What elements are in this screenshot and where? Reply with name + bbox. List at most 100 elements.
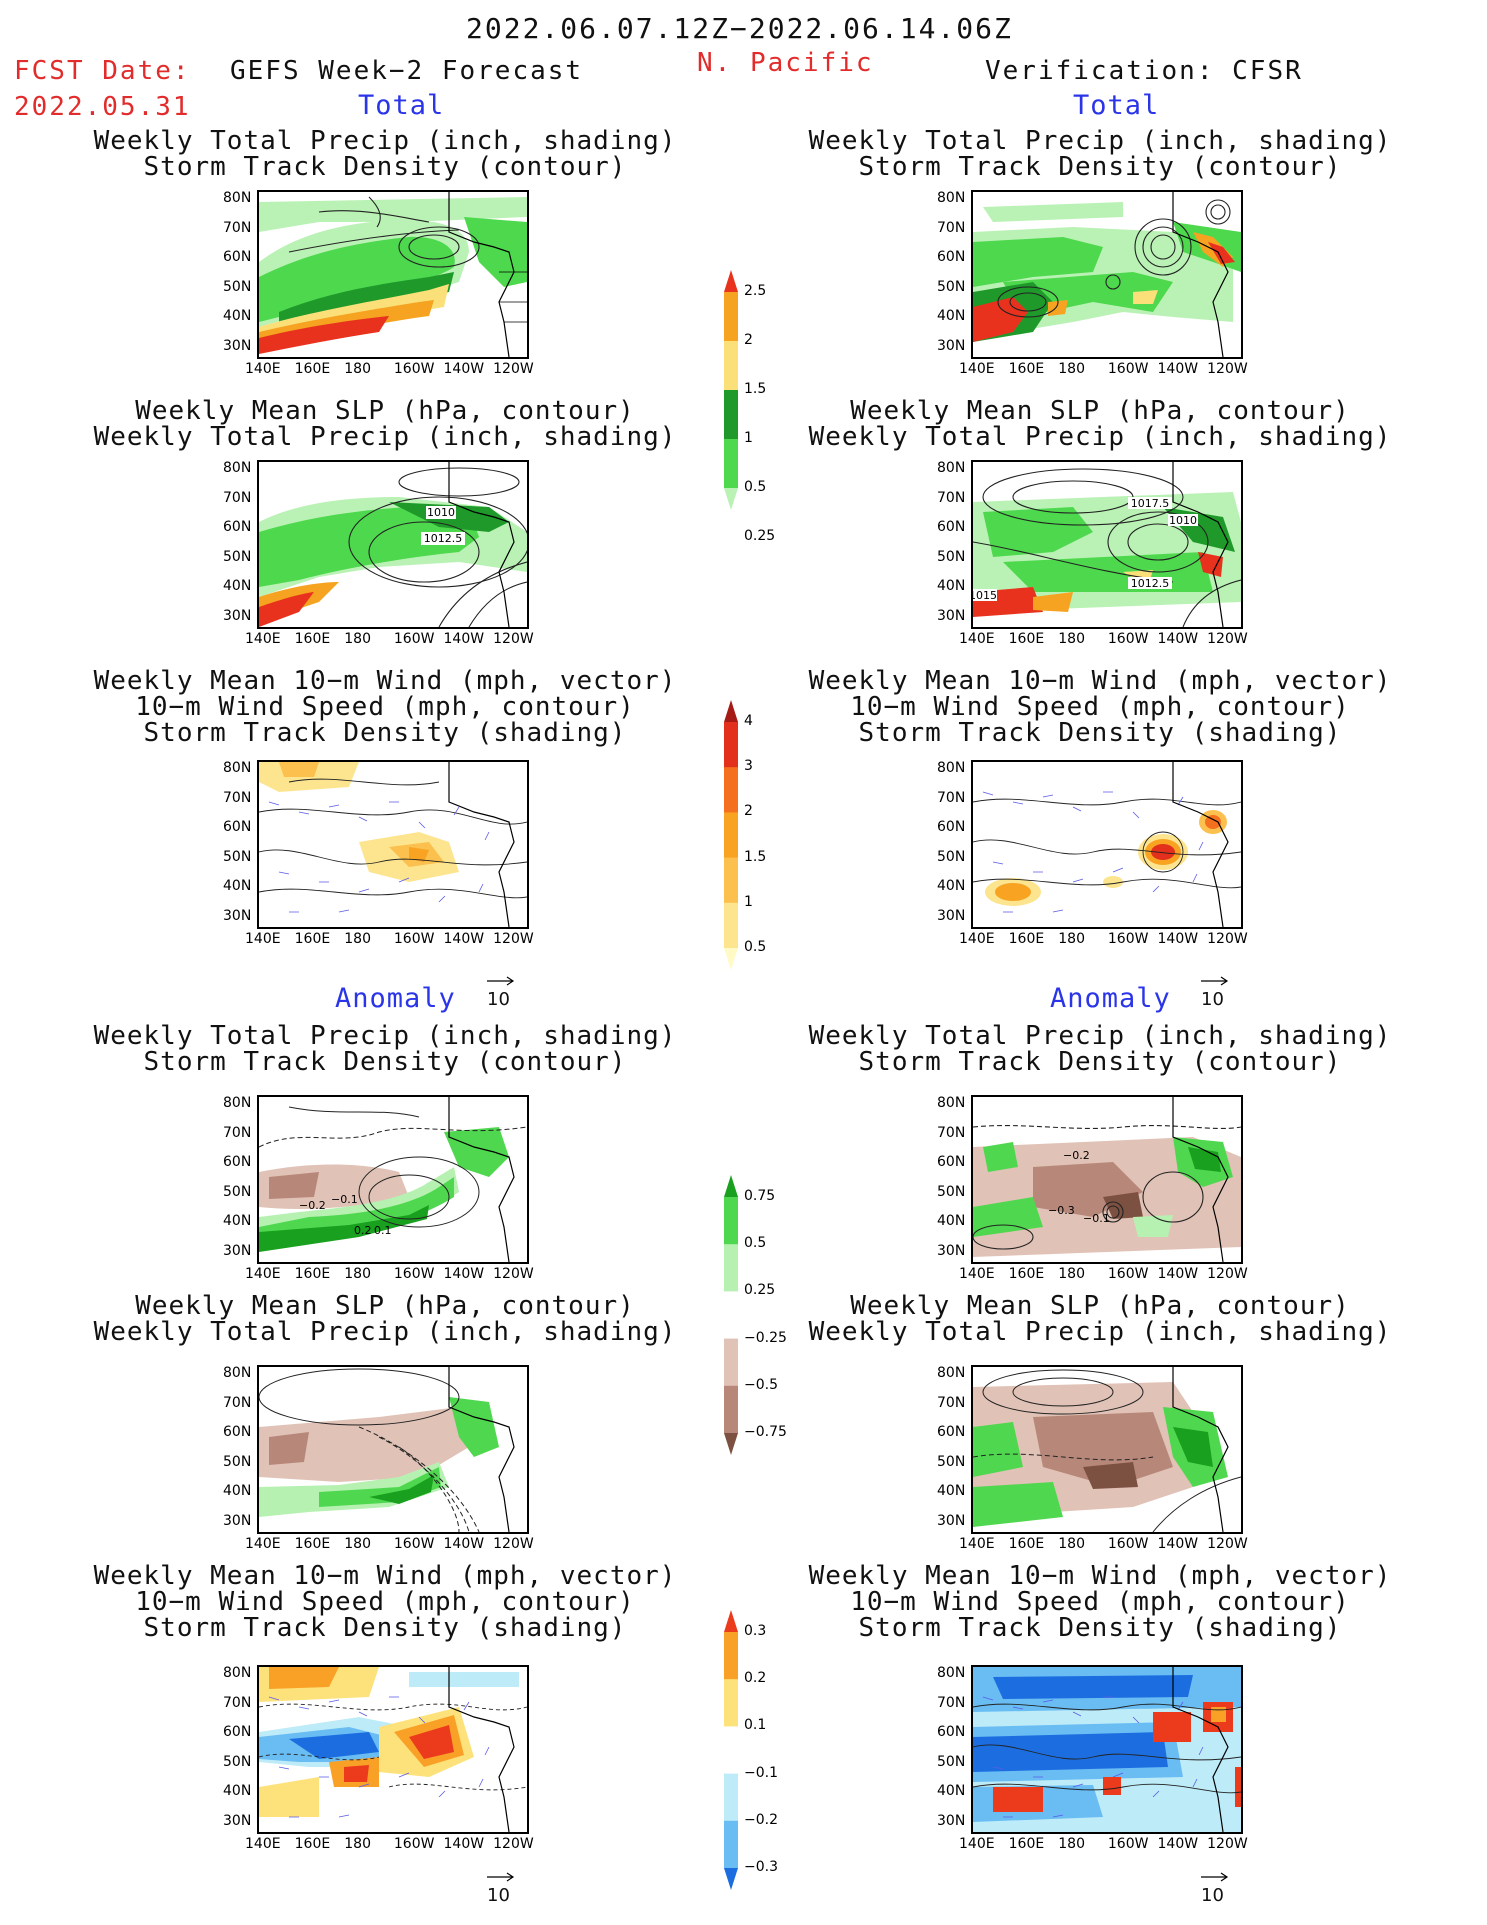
- lat-tick-label: 80N: [937, 190, 966, 206]
- lon-tick-label: 140E: [245, 931, 281, 947]
- colorbar-swatch: [724, 1244, 738, 1292]
- lon-tick-label: 140E: [245, 1836, 281, 1852]
- lon-tick-label: 140W: [443, 931, 485, 947]
- lon-tick-label: 140W: [1157, 1536, 1199, 1552]
- section-total-left: Total: [358, 90, 445, 121]
- region-label: N. Pacific: [697, 48, 874, 78]
- lon-tick-label: 160E: [294, 1836, 331, 1852]
- fcst-date-value: 2022.05.31: [14, 92, 191, 122]
- lat-tick-label: 50N: [937, 1183, 966, 1200]
- colorbar-tick-label: −0.2: [744, 1811, 778, 1828]
- panel-title-l2: Weekly Mean SLP (hPa, contour) Weekly To…: [93, 396, 677, 452]
- map-obs-anom-slp-precip: [971, 1365, 1243, 1534]
- colorbar-swatch: [724, 767, 738, 813]
- colorbar-tick-label: 0.25: [744, 1282, 776, 1299]
- lon-tick-label: 120W: [1207, 361, 1248, 377]
- period-title: 2022.06.07.12Z−2022.06.14.06Z: [466, 12, 1013, 45]
- lat-tick-label: 70N: [223, 489, 252, 506]
- lon-tick-label: 160E: [1008, 1836, 1045, 1852]
- lon-tick-label: 160W: [393, 631, 435, 647]
- lat-tick-label: 70N: [223, 219, 252, 236]
- lat-tick-label: 40N: [937, 1213, 966, 1229]
- lat-tick-label: 40N: [937, 1483, 966, 1499]
- map-fcst-anom-slp-precip: [257, 1365, 529, 1534]
- lon-tick-label: 180: [1058, 931, 1085, 947]
- colorbar-storm-anom: 0.3 0.2 0.1 −0.1 −0.2 −0.3: [722, 1610, 778, 1896]
- colorbar-tick-label: 0.25: [744, 528, 776, 544]
- panel-title-l6: Weekly Mean 10−m Wind (mph, vector) 10−m…: [93, 1561, 677, 1643]
- panel-title-r2: Weekly Mean SLP (hPa, contour) Weekly To…: [808, 396, 1392, 452]
- colorbar-swatches: [724, 700, 738, 970]
- colorbar-swatch: [724, 857, 738, 904]
- lon-tick-label: 160E: [294, 1266, 331, 1282]
- map-obs-total-precip-storm: [971, 190, 1243, 359]
- lon-tick-label: 160E: [1008, 1266, 1045, 1282]
- lat-tick-label: 80N: [937, 1665, 966, 1681]
- lat-tick-label: 50N: [937, 1453, 966, 1470]
- lon-tick-label: 120W: [493, 931, 534, 947]
- forecast-title: GEFS Week−2 Forecast: [230, 56, 584, 86]
- colorbar-swatch: [724, 700, 738, 722]
- slp-label-obs-4: 1015: [973, 589, 997, 602]
- lon-tick-label: 160W: [393, 361, 435, 377]
- lon-tick-label: 180: [1058, 631, 1085, 647]
- lat-tick-label: 30N: [937, 337, 966, 354]
- lat-tick-label: 80N: [937, 760, 966, 776]
- colorbar-tick-label: 2.5: [744, 283, 767, 299]
- vector-ref-value: 10: [487, 1885, 510, 1906]
- panel-title-r6: Weekly Mean 10−m Wind (mph, vector) 10−m…: [808, 1561, 1392, 1643]
- lat-tick-label: 70N: [937, 489, 966, 506]
- lon-tick-label: 160W: [393, 1836, 435, 1852]
- lat-tick-label: 70N: [937, 1124, 966, 1141]
- lat-tick-label: 50N: [937, 278, 966, 295]
- precip-anom-label-obs-3: −0.1: [1083, 1212, 1110, 1225]
- lon-tick-label: 180: [344, 631, 371, 647]
- lat-tick-label: 30N: [937, 1242, 966, 1259]
- arrow-right-icon: [487, 1872, 515, 1882]
- colorbar-swatch: [724, 488, 738, 510]
- vector-ref-l3: 10: [487, 970, 517, 1010]
- colorbar-swatch: [724, 341, 738, 391]
- lat-tick-label: 40N: [223, 578, 252, 594]
- lon-tick-label: 160E: [1008, 631, 1045, 647]
- colorbar-precip-anom: 0.75 0.5 0.25 −0.25 −0.5 −0.75: [722, 1175, 787, 1461]
- colorbar-swatch: [724, 292, 738, 342]
- vector-ref-value: 10: [1201, 989, 1224, 1010]
- arrow-right-icon: [487, 976, 515, 986]
- lon-tick-label: 180: [344, 1836, 371, 1852]
- lon-tick-label: 160W: [1107, 1266, 1149, 1282]
- lon-tick-label: 140W: [443, 631, 485, 647]
- fcst-date-label: FCST Date:: [14, 56, 191, 86]
- lon-tick-label: 120W: [1207, 931, 1248, 947]
- lat-tick-label: 60N: [937, 1424, 966, 1440]
- lat-tick-label: 70N: [223, 1124, 252, 1141]
- lat-tick-label: 50N: [937, 1753, 966, 1770]
- lon-tick-label: 140E: [245, 1536, 281, 1552]
- lat-tick-label: 80N: [223, 460, 252, 476]
- colorbar-tick-label: 0.5: [744, 939, 767, 955]
- lon-tick-label: 140E: [959, 1536, 995, 1552]
- lat-tick-label: 50N: [223, 548, 252, 565]
- colorbar-tick-label: −0.1: [744, 1764, 778, 1781]
- lon-tick-label: 180: [344, 1266, 371, 1282]
- lon-tick-label: 140E: [959, 1266, 995, 1282]
- lon-tick-label: 120W: [1207, 1536, 1248, 1552]
- lat-tick-label: 60N: [937, 819, 966, 835]
- lat-tick-label: 50N: [223, 278, 252, 295]
- lat-tick-label: 80N: [223, 190, 252, 206]
- lat-tick-label: 80N: [937, 1095, 966, 1111]
- lat-tick-label: 70N: [937, 789, 966, 806]
- colorbar-swatch: [724, 439, 738, 489]
- section-total-right: Total: [1073, 90, 1160, 121]
- lon-tick-label: 140W: [1157, 361, 1199, 377]
- slp-label-fcst-2: 1012.5: [424, 532, 463, 545]
- lat-tick-label: 60N: [223, 519, 252, 535]
- lon-tick-label: 140E: [959, 631, 995, 647]
- colorbar-tick-label: 4: [744, 713, 753, 729]
- lon-tick-label: 140E: [245, 361, 281, 377]
- verification-label: Verification: CFSR: [985, 56, 1303, 86]
- lat-tick-label: 30N: [937, 907, 966, 924]
- panel-title-l3: Weekly Mean 10−m Wind (mph, vector) 10−m…: [93, 666, 677, 748]
- lon-tick-label: 180: [1058, 1536, 1085, 1552]
- precip-anom-label-fcst-1: −0.2: [299, 1199, 326, 1212]
